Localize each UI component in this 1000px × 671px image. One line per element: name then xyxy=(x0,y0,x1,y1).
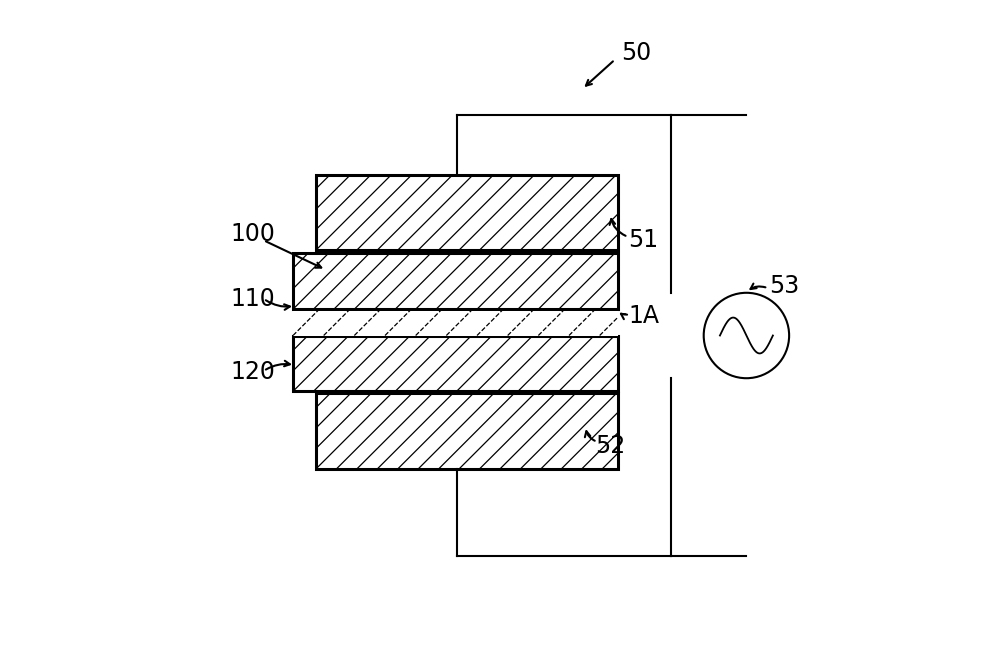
Bar xyxy=(293,336,618,391)
Text: 53: 53 xyxy=(769,274,800,298)
Circle shape xyxy=(704,293,789,378)
Bar xyxy=(293,336,618,391)
Bar xyxy=(316,174,618,250)
Text: 110: 110 xyxy=(231,287,275,311)
Bar xyxy=(293,254,618,309)
Text: 120: 120 xyxy=(231,360,275,384)
Bar xyxy=(293,254,618,309)
Bar xyxy=(316,174,618,250)
Text: 50: 50 xyxy=(622,41,652,65)
Bar xyxy=(293,311,618,336)
Text: 1A: 1A xyxy=(628,304,659,328)
Bar xyxy=(293,311,618,336)
Text: 51: 51 xyxy=(628,228,658,252)
Text: 100: 100 xyxy=(231,221,275,246)
Bar xyxy=(316,393,618,469)
Text: 52: 52 xyxy=(595,434,626,458)
Bar xyxy=(316,393,618,469)
